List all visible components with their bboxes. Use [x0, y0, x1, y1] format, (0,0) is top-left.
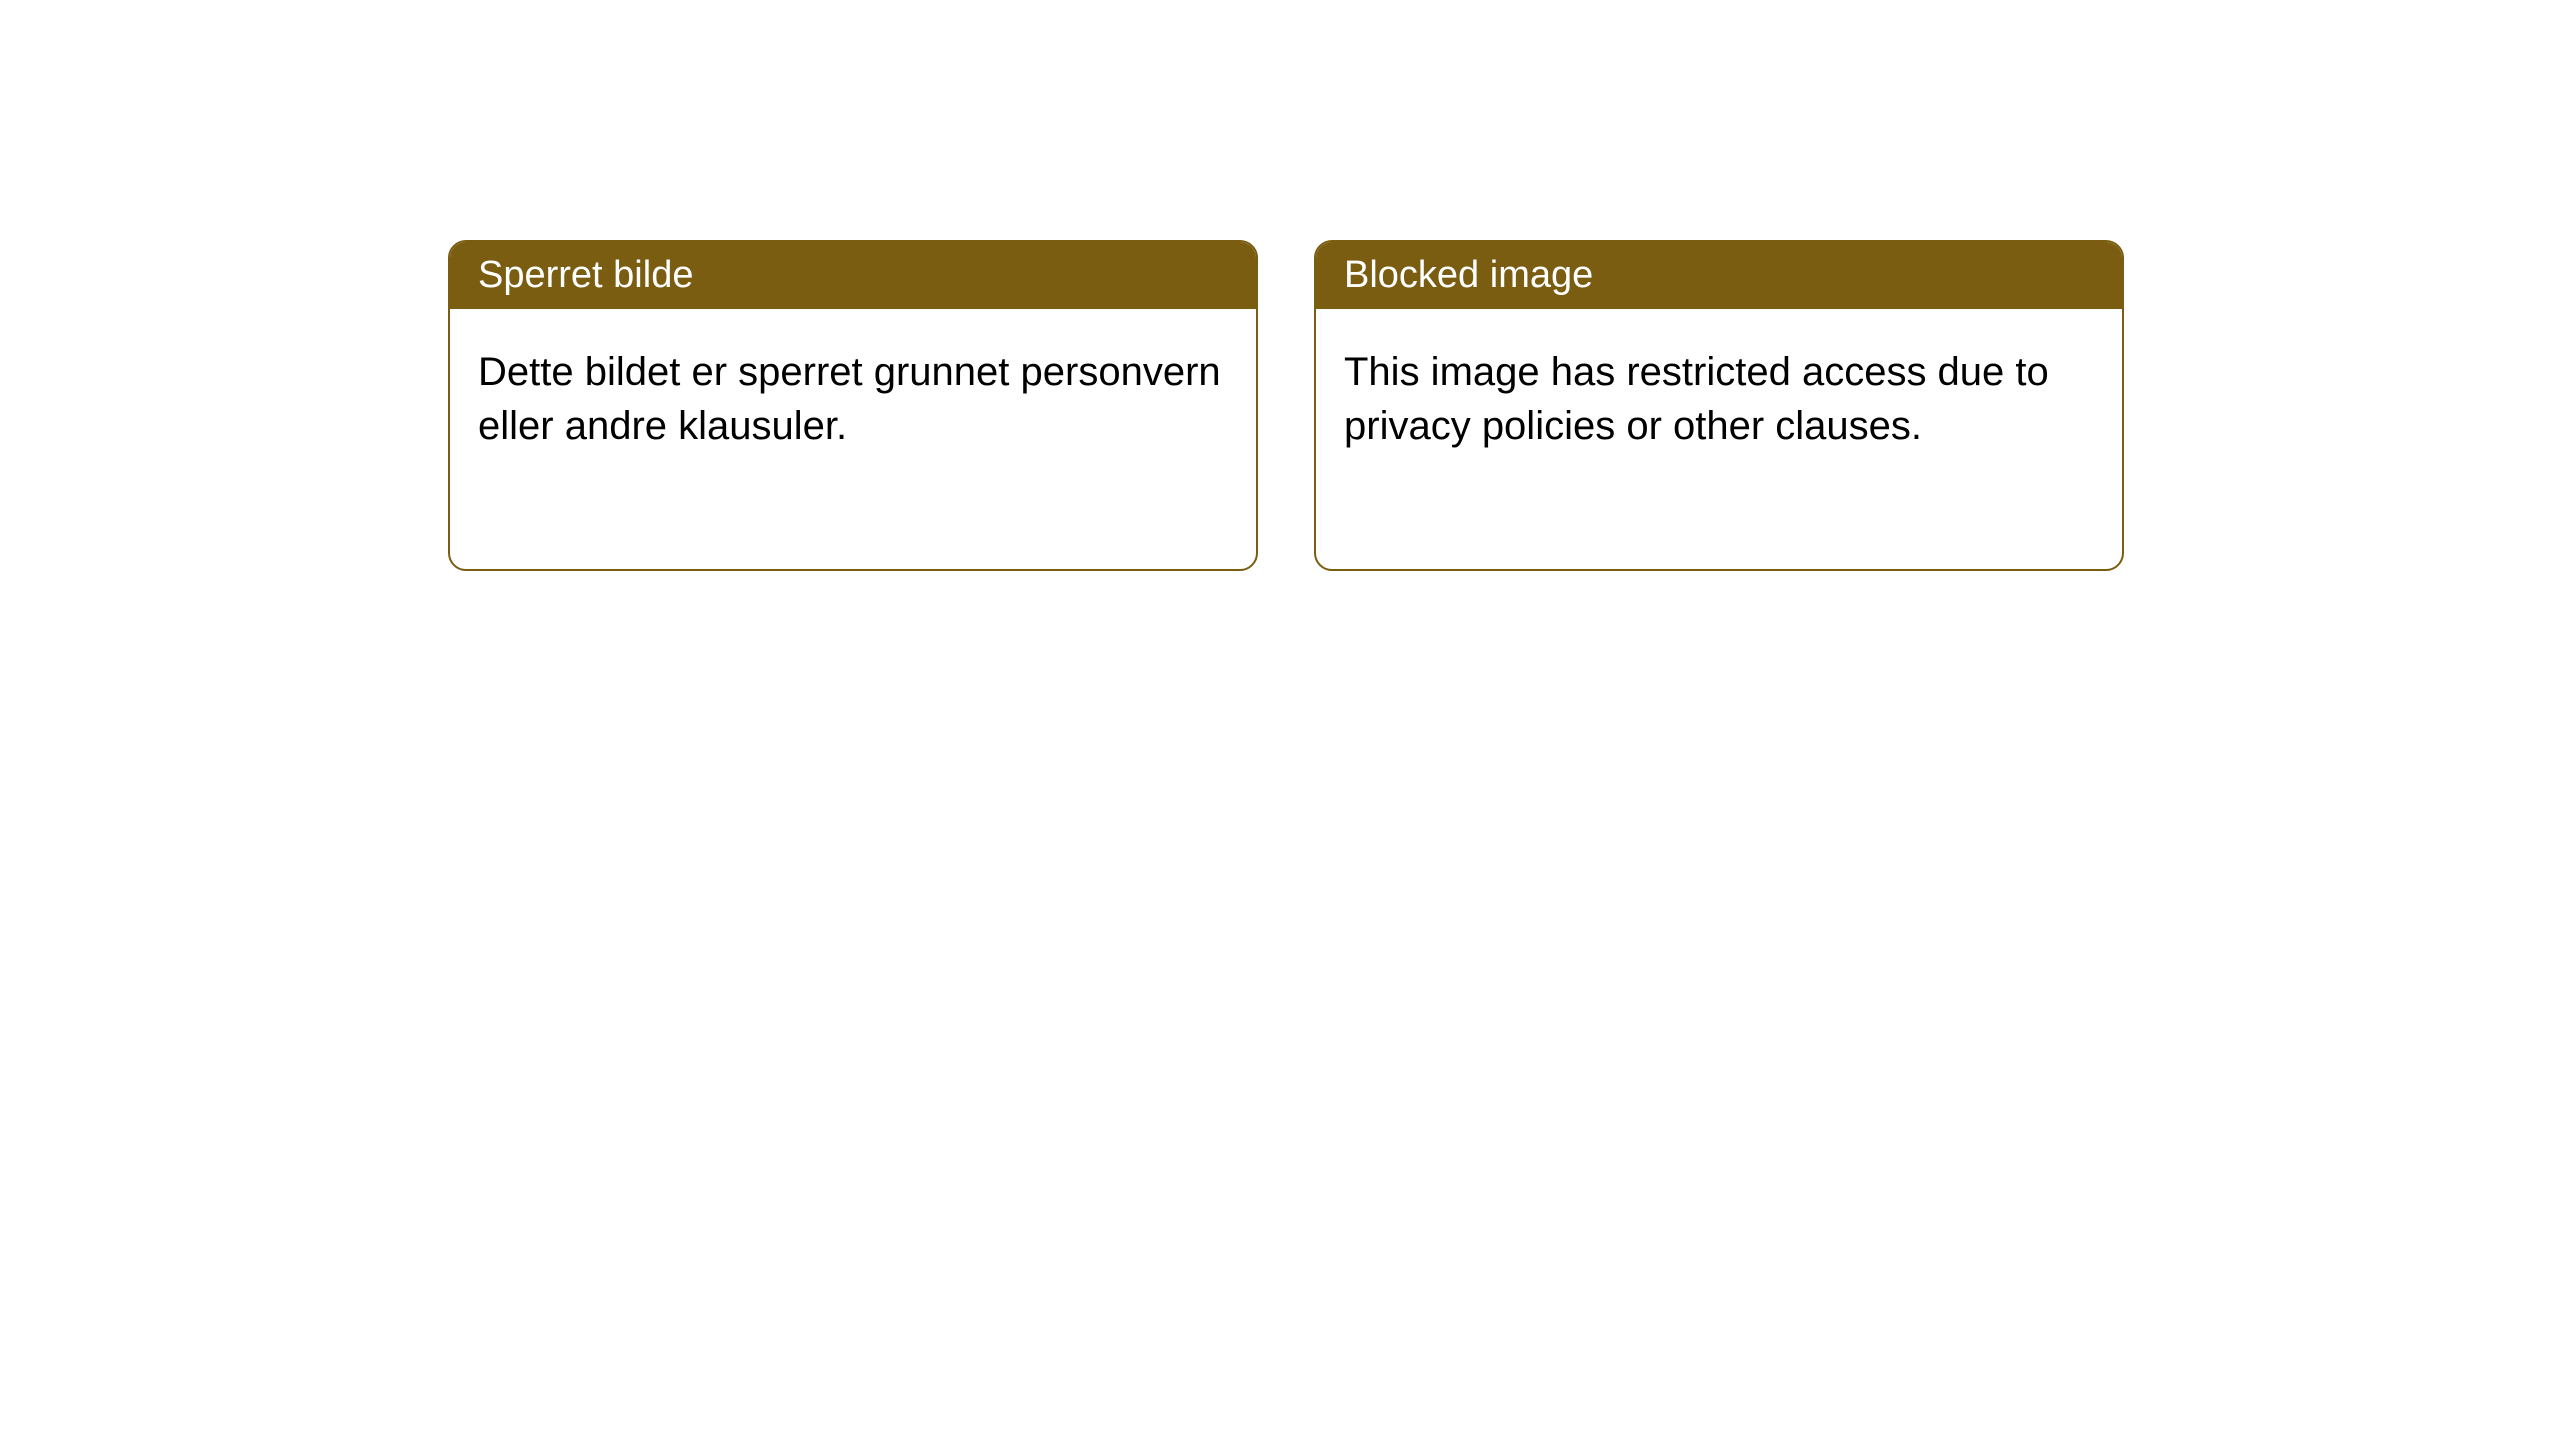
card-body-text: This image has restricted access due to … — [1344, 350, 2049, 448]
blocked-image-notices: Sperret bilde Dette bildet er sperret gr… — [448, 240, 2124, 571]
blocked-image-card-no: Sperret bilde Dette bildet er sperret gr… — [448, 240, 1258, 571]
card-body-text: Dette bildet er sperret grunnet personve… — [478, 350, 1221, 448]
blocked-image-card-en: Blocked image This image has restricted … — [1314, 240, 2124, 571]
card-title: Blocked image — [1344, 254, 1593, 296]
card-body: Dette bildet er sperret grunnet personve… — [450, 309, 1256, 569]
card-title: Sperret bilde — [478, 254, 693, 296]
card-header: Blocked image — [1316, 242, 2122, 309]
card-header: Sperret bilde — [450, 242, 1256, 309]
card-body: This image has restricted access due to … — [1316, 309, 2122, 569]
